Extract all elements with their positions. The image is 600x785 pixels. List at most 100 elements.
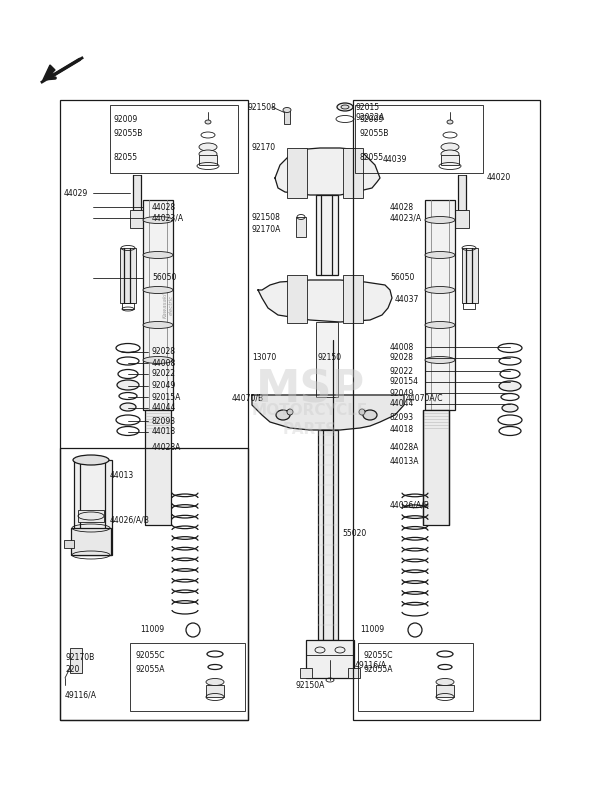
Bar	[143, 200, 173, 410]
Ellipse shape	[441, 150, 459, 158]
Bar	[287, 275, 307, 323]
Text: 92055C: 92055C	[135, 652, 164, 660]
Text: 49116/A: 49116/A	[355, 660, 387, 670]
Text: 92009: 92009	[360, 115, 384, 125]
Text: 44070/B: 44070/B	[232, 393, 264, 403]
Text: 92170B: 92170B	[65, 653, 94, 663]
Text: MSP: MSP	[256, 368, 365, 411]
Text: 920154: 920154	[390, 378, 419, 386]
Bar	[353, 100, 540, 720]
Text: 92170: 92170	[252, 144, 276, 152]
Text: 92055B: 92055B	[113, 129, 142, 137]
Text: 44028A: 44028A	[390, 443, 419, 451]
Bar	[318, 430, 338, 640]
Polygon shape	[42, 65, 55, 82]
Ellipse shape	[205, 120, 211, 124]
Text: 92055A: 92055A	[363, 664, 392, 674]
Text: 921508: 921508	[248, 103, 277, 111]
Text: 44028: 44028	[390, 203, 414, 211]
Text: 220: 220	[65, 666, 79, 674]
Text: MOTORCYCLE
PARTS: MOTORCYCLE PARTS	[252, 403, 368, 437]
Bar	[316, 322, 338, 397]
Text: 44029: 44029	[64, 188, 88, 198]
Ellipse shape	[120, 403, 136, 411]
Bar	[355, 105, 483, 173]
Bar	[348, 668, 360, 678]
Ellipse shape	[447, 120, 453, 124]
Text: 92049: 92049	[390, 389, 414, 397]
Ellipse shape	[199, 150, 217, 158]
Bar	[441, 155, 459, 165]
Text: 92022: 92022	[390, 367, 414, 375]
Ellipse shape	[341, 105, 349, 109]
Text: 92049: 92049	[152, 382, 176, 390]
Text: 13070: 13070	[252, 353, 276, 363]
Bar	[130, 643, 245, 711]
Polygon shape	[275, 148, 380, 195]
Polygon shape	[258, 280, 392, 322]
Ellipse shape	[425, 356, 455, 363]
Text: Kawasaki
electric: Kawasaki electric	[163, 292, 173, 318]
Text: 44028: 44028	[152, 203, 176, 211]
Bar	[71, 528, 111, 555]
Text: 92028: 92028	[152, 348, 176, 356]
Text: 921508: 921508	[252, 213, 281, 221]
Bar	[455, 210, 469, 228]
Text: 44008: 44008	[152, 359, 176, 367]
Text: 44008: 44008	[390, 342, 414, 352]
Text: 82093: 82093	[390, 414, 414, 422]
Ellipse shape	[425, 251, 455, 258]
Bar	[78, 510, 104, 522]
Bar	[64, 540, 74, 548]
Bar	[300, 668, 312, 678]
Text: 82055: 82055	[360, 154, 384, 162]
Bar	[343, 275, 363, 323]
Text: 11009: 11009	[360, 626, 384, 634]
Text: 44023/A: 44023/A	[152, 214, 184, 222]
Ellipse shape	[143, 356, 173, 363]
Text: 56050: 56050	[152, 273, 176, 283]
Text: 92015A: 92015A	[152, 392, 181, 401]
Bar	[343, 148, 363, 198]
Ellipse shape	[206, 678, 224, 685]
Text: 44013: 44013	[110, 472, 134, 480]
Bar	[145, 410, 171, 525]
Text: 44026/A/B: 44026/A/B	[110, 516, 150, 524]
Text: 44037: 44037	[395, 295, 419, 305]
Bar	[122, 303, 134, 309]
Text: 82093: 82093	[152, 417, 176, 425]
Bar	[110, 105, 238, 173]
Text: 44020: 44020	[487, 173, 511, 182]
Bar	[284, 110, 290, 124]
Text: 92055A: 92055A	[135, 664, 164, 674]
Text: 92170A: 92170A	[252, 225, 281, 235]
Text: 11009: 11009	[140, 626, 164, 634]
Text: 92022A: 92022A	[355, 114, 384, 122]
Text: 92022: 92022	[152, 370, 176, 378]
Text: 44026/A/B: 44026/A/B	[390, 501, 430, 509]
Text: 44044: 44044	[152, 403, 176, 412]
Bar	[316, 195, 338, 275]
Ellipse shape	[436, 678, 454, 685]
Text: 56050: 56050	[390, 273, 415, 283]
Text: 92055C: 92055C	[363, 652, 392, 660]
Text: 44018: 44018	[390, 425, 414, 435]
Bar	[458, 175, 466, 210]
Ellipse shape	[425, 287, 455, 294]
Bar	[306, 640, 354, 678]
Bar	[358, 643, 473, 711]
Ellipse shape	[283, 108, 291, 112]
Text: 44044: 44044	[390, 400, 415, 408]
Bar	[462, 248, 478, 303]
Text: 49116/A: 49116/A	[65, 691, 97, 699]
Ellipse shape	[199, 143, 217, 151]
Text: 44039: 44039	[383, 155, 407, 165]
Circle shape	[359, 409, 365, 415]
Ellipse shape	[337, 103, 353, 111]
Bar	[287, 148, 307, 198]
Ellipse shape	[117, 380, 139, 390]
Ellipse shape	[363, 410, 377, 420]
Ellipse shape	[441, 143, 459, 151]
Bar	[199, 155, 217, 165]
Text: 92028: 92028	[390, 353, 414, 363]
